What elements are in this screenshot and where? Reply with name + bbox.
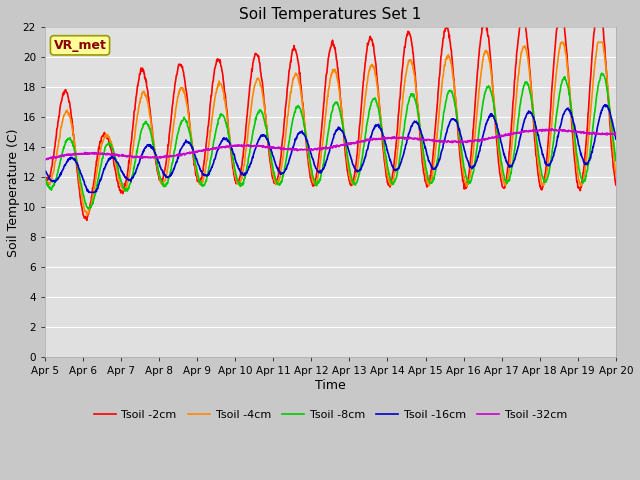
Tsoil -16cm: [366, 136, 374, 142]
Tsoil -16cm: [86, 190, 93, 195]
Tsoil -16cm: [306, 146, 314, 152]
Tsoil -4cm: [366, 63, 374, 69]
Tsoil -16cm: [41, 168, 49, 173]
Line: Tsoil -8cm: Tsoil -8cm: [45, 73, 616, 209]
Tsoil -4cm: [86, 208, 93, 214]
Line: Tsoil -4cm: Tsoil -4cm: [45, 42, 616, 215]
Tsoil -16cm: [296, 130, 303, 136]
Tsoil -2cm: [284, 84, 291, 89]
Tsoil -4cm: [109, 145, 116, 151]
Tsoil -16cm: [612, 136, 620, 142]
Tsoil -32cm: [548, 126, 556, 132]
Tsoil -32cm: [612, 131, 620, 137]
Tsoil -32cm: [366, 138, 374, 144]
Tsoil -4cm: [612, 171, 620, 177]
Tsoil -2cm: [86, 207, 93, 213]
Tsoil -4cm: [306, 163, 314, 168]
Tsoil -4cm: [284, 114, 291, 120]
Legend: Tsoil -2cm, Tsoil -4cm, Tsoil -8cm, Tsoil -16cm, Tsoil -32cm: Tsoil -2cm, Tsoil -4cm, Tsoil -8cm, Tsoi…: [89, 406, 572, 425]
Tsoil -8cm: [284, 148, 291, 154]
Tsoil -4cm: [41, 174, 49, 180]
Tsoil -16cm: [602, 102, 609, 108]
Tsoil -32cm: [41, 157, 49, 163]
Tsoil -4cm: [296, 81, 303, 86]
X-axis label: Time: Time: [315, 379, 346, 392]
Line: Tsoil -16cm: Tsoil -16cm: [45, 105, 616, 192]
Text: VR_met: VR_met: [54, 39, 106, 52]
Tsoil -4cm: [558, 39, 566, 45]
Tsoil -8cm: [598, 71, 606, 76]
Tsoil -8cm: [612, 158, 620, 164]
Tsoil -2cm: [306, 170, 314, 176]
Tsoil -2cm: [41, 174, 49, 180]
Line: Tsoil -32cm: Tsoil -32cm: [45, 129, 616, 160]
Tsoil -8cm: [41, 176, 49, 181]
Tsoil -16cm: [284, 162, 291, 168]
Tsoil -32cm: [305, 146, 313, 152]
Tsoil -32cm: [85, 150, 93, 156]
Tsoil -32cm: [284, 146, 291, 152]
Line: Tsoil -2cm: Tsoil -2cm: [45, 20, 616, 220]
Title: Soil Temperatures Set 1: Soil Temperatures Set 1: [239, 7, 422, 22]
Tsoil -2cm: [109, 155, 116, 161]
Tsoil -2cm: [518, 17, 525, 23]
Tsoil -32cm: [295, 147, 303, 153]
Tsoil -32cm: [109, 152, 116, 158]
Tsoil -8cm: [306, 156, 314, 162]
Y-axis label: Soil Temperature (C): Soil Temperature (C): [7, 128, 20, 257]
Tsoil -2cm: [612, 182, 620, 188]
Tsoil -8cm: [366, 104, 374, 110]
Tsoil -2cm: [296, 71, 303, 77]
Tsoil -16cm: [109, 154, 116, 160]
Tsoil -2cm: [83, 217, 91, 223]
Tsoil -16cm: [85, 190, 93, 195]
Tsoil -8cm: [86, 206, 93, 212]
Tsoil -2cm: [366, 34, 374, 39]
Tsoil -8cm: [296, 105, 303, 110]
Tsoil -8cm: [85, 205, 93, 211]
Tsoil -8cm: [109, 145, 116, 151]
Tsoil -4cm: [83, 212, 91, 218]
